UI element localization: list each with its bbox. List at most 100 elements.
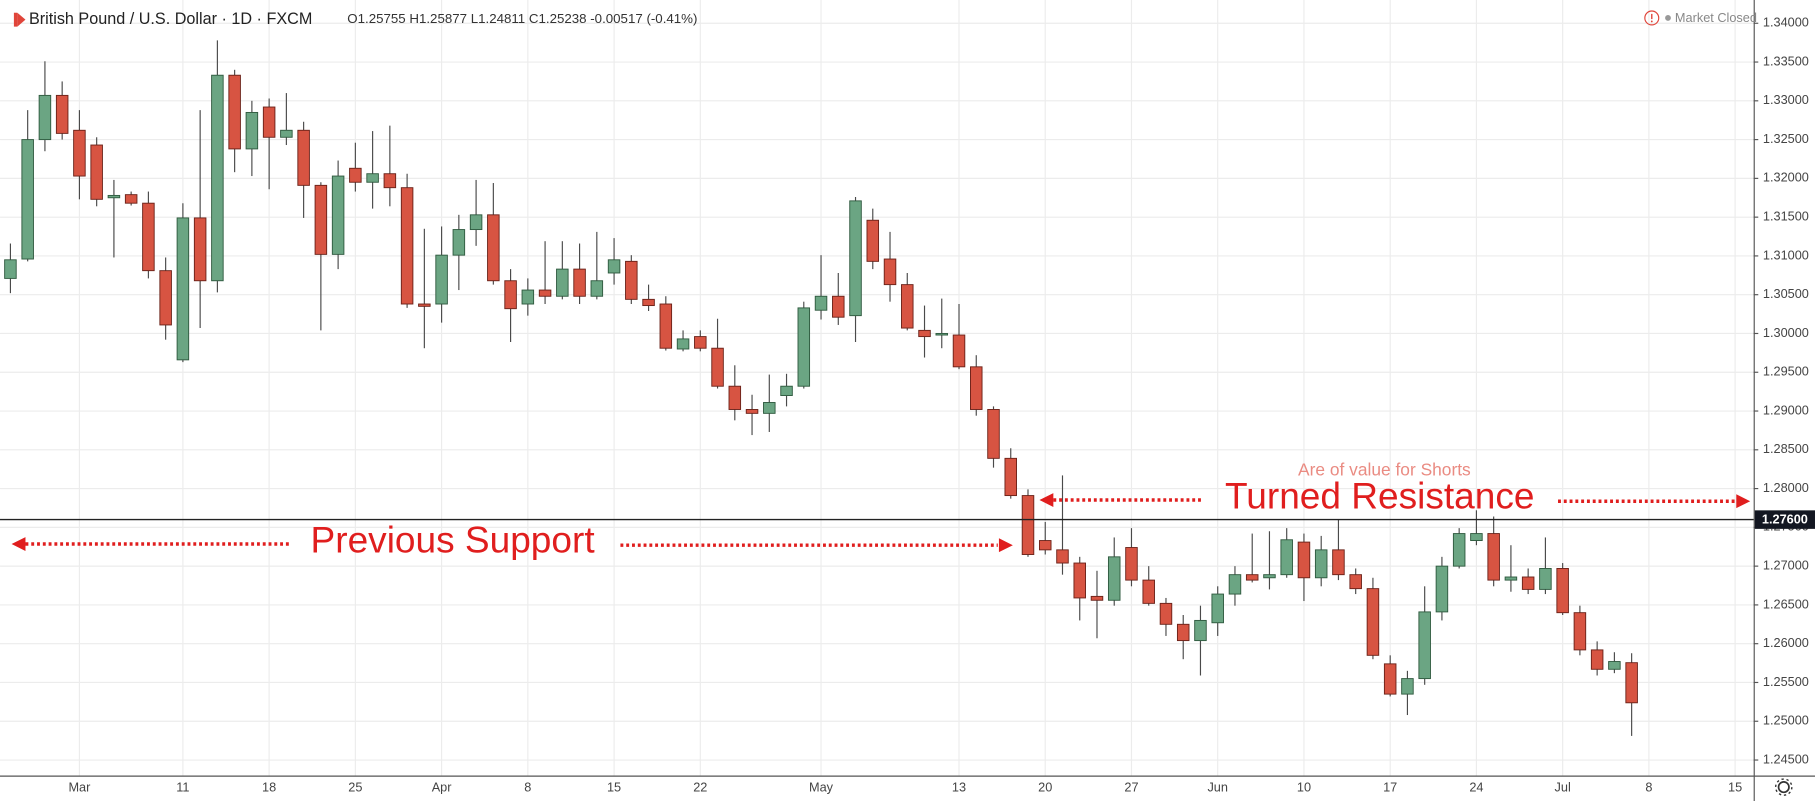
x-tick-label: Apr <box>432 780 453 795</box>
candle-body <box>38 94 52 141</box>
candle-body <box>1332 549 1345 576</box>
x-tick-label: 8 <box>524 780 531 795</box>
candle-body <box>55 94 69 134</box>
y-tick-label: 1.29000 <box>1763 402 1809 417</box>
arrow-head <box>1039 493 1054 507</box>
candle-body <box>1056 549 1069 564</box>
x-tick-label: Jun <box>1207 780 1228 795</box>
status-dot <box>1665 15 1671 21</box>
x-tick-label: 15 <box>607 780 621 795</box>
annotation-label: Previous Support <box>311 519 596 561</box>
candle-body <box>73 129 86 177</box>
settings-gear[interactable] <box>1774 778 1793 796</box>
candle-body <box>331 175 345 255</box>
candle-body <box>573 268 586 297</box>
settings-gear[interactable] <box>1777 781 1790 794</box>
candle-body <box>745 409 759 414</box>
y-tick-label: 1.26500 <box>1763 596 1809 611</box>
candle-body <box>1418 611 1431 680</box>
symbol-icon <box>13 12 18 27</box>
y-tick-label: 1.25000 <box>1763 713 1809 728</box>
candle-body <box>245 111 259 150</box>
ohlc-readout: O1.25755 H1.25877 L1.24811 C1.25238 -0.0… <box>347 11 697 26</box>
candle-body <box>556 268 569 297</box>
candle-body <box>1590 649 1604 670</box>
candle-body <box>349 167 362 183</box>
candle-body <box>901 284 914 329</box>
candle-body <box>435 254 448 305</box>
x-tick-label: Jul <box>1555 780 1571 795</box>
y-tick-label: 1.32500 <box>1763 131 1809 146</box>
x-tick-label: 11 <box>176 780 189 795</box>
settings-icon[interactable] <box>1774 778 1793 796</box>
candle-body <box>797 307 811 387</box>
y-tick-label: 1.28500 <box>1763 441 1809 456</box>
status-icon <box>1644 10 1660 26</box>
candle-body <box>642 298 655 307</box>
candle-body <box>590 280 604 297</box>
candle-body <box>1521 576 1535 590</box>
candle-body <box>400 187 414 305</box>
y-tick-label: 1.30500 <box>1763 286 1809 301</box>
candle-body <box>883 258 897 286</box>
candle-body <box>1194 619 1207 642</box>
x-tick-label: 13 <box>952 780 966 795</box>
candle-body <box>625 260 638 300</box>
level-label-box <box>1754 510 1815 529</box>
candle-body <box>1573 612 1587 651</box>
annotation-note: Are of value for Shorts <box>1298 460 1471 480</box>
x-tick-label: May <box>809 780 834 795</box>
candle-body <box>1211 593 1224 624</box>
candle-body <box>1228 574 1242 595</box>
candle-body <box>1090 595 1104 601</box>
candle-body <box>4 259 17 279</box>
candle-body <box>1142 579 1155 604</box>
candle-body <box>952 334 966 368</box>
candle-body <box>418 303 431 307</box>
candle-body <box>487 214 500 282</box>
candle-body <box>1125 547 1138 581</box>
symbol-title[interactable]: British Pound / U.S. Dollar · 1D · FXCM <box>29 10 312 28</box>
candle-body <box>1539 568 1552 590</box>
candle-body <box>763 402 776 414</box>
candle-body <box>1383 663 1397 695</box>
candle-body <box>780 385 793 396</box>
arrow-head <box>998 538 1013 553</box>
y-tick-label: 1.31000 <box>1763 247 1809 262</box>
candle-body <box>1556 568 1569 614</box>
arrow-head <box>1736 494 1751 509</box>
x-tick-label: 24 <box>1469 780 1483 795</box>
candle-body <box>176 217 190 361</box>
candle-body <box>107 194 121 199</box>
candle-body <box>1314 549 1328 579</box>
candle-body <box>211 74 224 282</box>
annotation-label: Turned Resistance <box>1225 475 1534 517</box>
candle-body <box>1625 662 1638 704</box>
candle-body <box>1038 540 1052 551</box>
symbol-icon <box>17 12 26 27</box>
candle-body <box>314 184 328 255</box>
candle-body <box>297 129 310 186</box>
candle-body <box>159 270 172 326</box>
candle-body <box>228 74 241 150</box>
status-icon <box>1650 20 1653 23</box>
candle-body <box>814 295 828 311</box>
candle-body <box>659 303 673 349</box>
candle-body <box>366 173 379 183</box>
candle-body <box>193 217 207 282</box>
candle-body <box>1159 602 1173 625</box>
y-tick-label: 1.27000 <box>1763 557 1809 572</box>
candle-body <box>383 173 397 189</box>
x-tick-label: 22 <box>693 780 707 795</box>
candle-body <box>866 219 880 262</box>
y-tick-label: 1.34000 <box>1763 15 1809 30</box>
candle-body <box>452 229 466 256</box>
candle-body <box>538 289 552 297</box>
x-tick-label: Mar <box>68 780 91 795</box>
x-tick-label: 18 <box>262 780 276 795</box>
candle-body <box>711 347 724 387</box>
grid <box>0 0 1754 776</box>
candle-body <box>694 336 707 349</box>
candle-body <box>124 194 138 204</box>
